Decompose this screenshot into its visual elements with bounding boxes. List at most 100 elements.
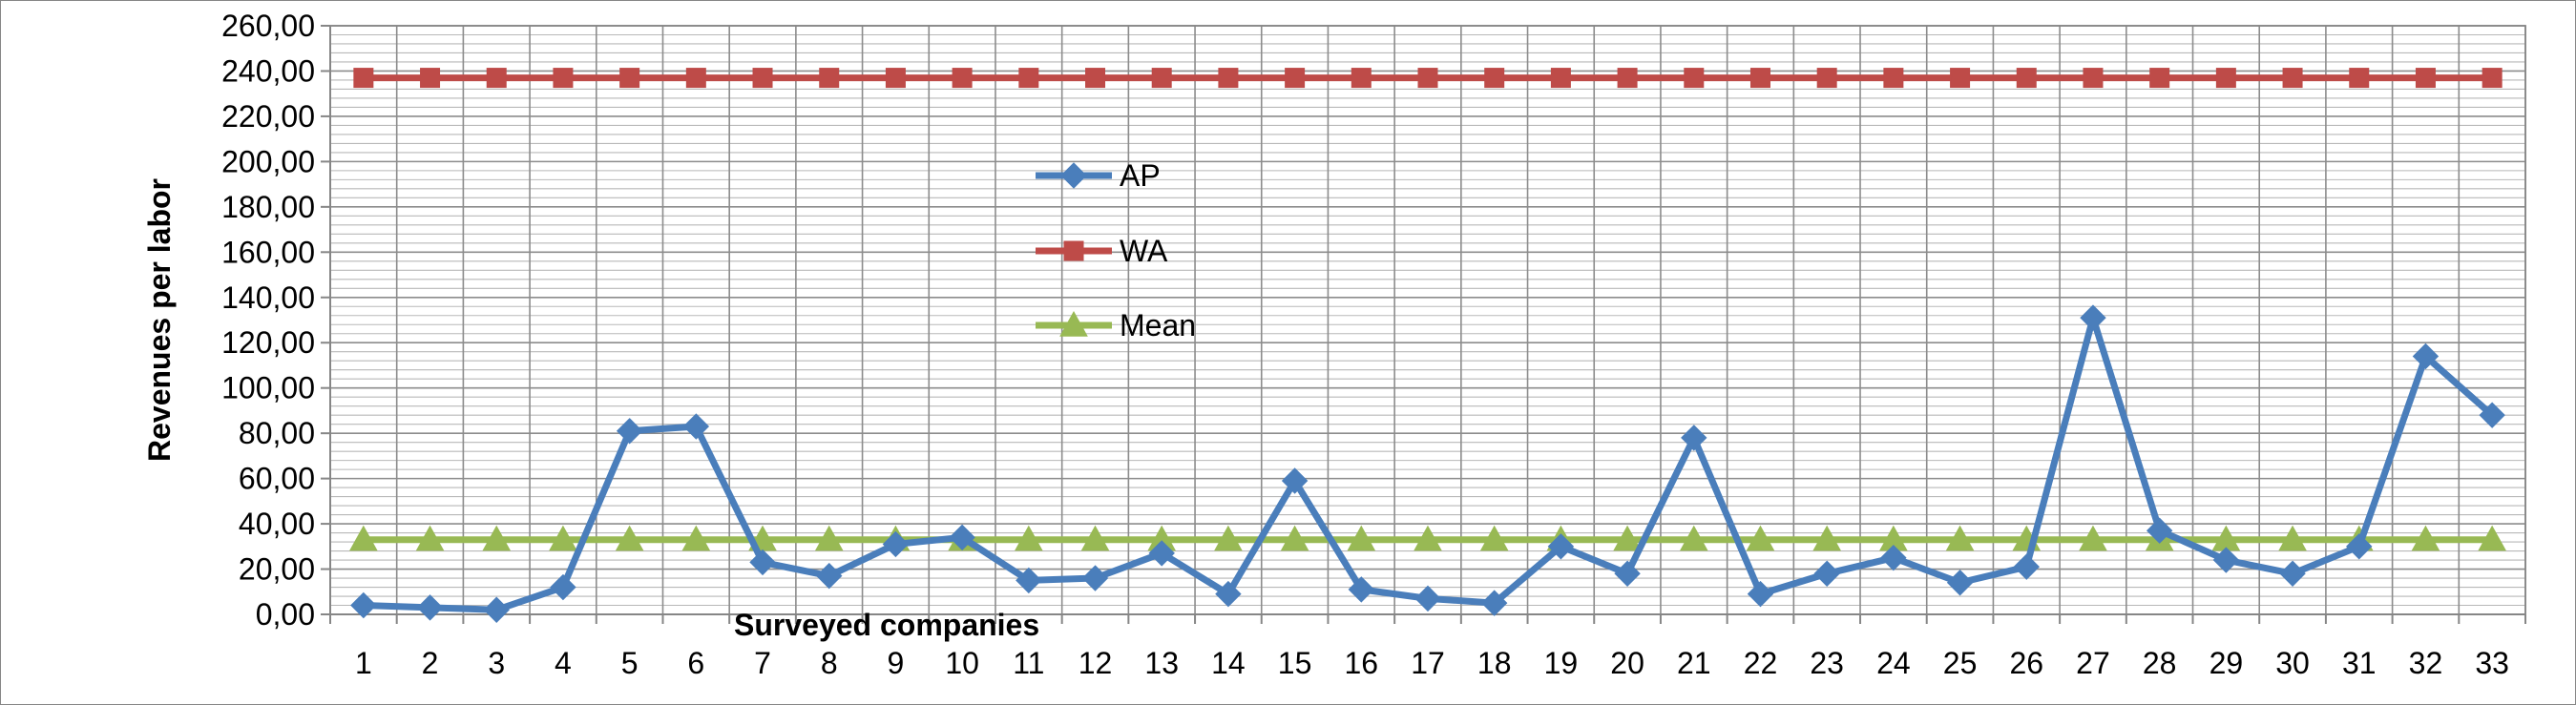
data-point-wa <box>420 68 441 89</box>
x-tick-label: 17 <box>1411 646 1445 680</box>
x-tick-label: 22 <box>1744 646 1778 680</box>
data-point-ap <box>1016 567 1042 594</box>
data-point-mean <box>2278 525 2307 551</box>
data-point-ap <box>350 591 377 619</box>
data-point-wa <box>952 68 973 89</box>
x-tick-label: 28 <box>2143 646 2177 680</box>
data-point-ap <box>2013 553 2040 580</box>
data-point-wa <box>752 68 773 89</box>
legend-item-ap: AP <box>1036 158 1161 193</box>
x-tick-label: 6 <box>687 646 704 680</box>
x-tick-label: 33 <box>2475 646 2509 680</box>
series-ap <box>350 304 2505 623</box>
data-point-wa <box>1417 68 1438 89</box>
data-point-ap <box>1614 560 1641 587</box>
data-point-mean <box>415 525 445 551</box>
plot-border <box>329 25 2526 615</box>
data-point-wa <box>1085 68 1106 89</box>
x-tick-label: 3 <box>488 646 505 680</box>
data-point-mean <box>1812 525 1842 551</box>
y-tick-label: 20,00 <box>239 552 315 587</box>
x-tick-label: 24 <box>1876 646 1911 680</box>
x-tick-label: 7 <box>754 646 771 680</box>
x-tick-label: 14 <box>1211 646 1246 680</box>
data-point-wa <box>2415 68 2436 89</box>
legend-label-mean: Mean <box>1120 308 1196 342</box>
data-point-ap <box>1480 590 1508 616</box>
data-point-ap <box>483 596 510 623</box>
data-point-wa <box>1550 68 1571 89</box>
data-point-wa <box>2016 68 2037 89</box>
data-point-ap <box>1281 467 1309 494</box>
x-tick-label: 15 <box>1278 646 1312 680</box>
data-point-wa <box>1950 68 1971 89</box>
data-point-wa <box>486 68 507 89</box>
data-point-mean <box>2478 525 2507 551</box>
x-tick-label: 31 <box>2342 646 2377 680</box>
x-tick-label: 4 <box>555 646 572 680</box>
legend: AP WA Mean <box>1036 158 1196 342</box>
x-tick-label: 2 <box>422 646 439 680</box>
data-point-mean <box>1479 525 1509 551</box>
data-point-wa <box>1151 68 1172 89</box>
data-point-wa <box>1684 68 1705 89</box>
x-tick-label: 18 <box>1477 646 1512 680</box>
y-tick-label: 260,00 <box>221 9 315 43</box>
data-point-ap <box>2146 517 2173 544</box>
data-point-mean <box>1945 525 1975 551</box>
x-tick-label: 1 <box>355 646 372 680</box>
x-tick-label: 30 <box>2275 646 2310 680</box>
series-mean <box>348 525 2507 551</box>
x-tick-label: 11 <box>1013 646 1044 680</box>
data-point-ap <box>882 530 910 558</box>
data-point-wa <box>1816 68 1837 89</box>
data-point-wa <box>2149 68 2170 89</box>
x-tick-label: 32 <box>2409 646 2443 680</box>
data-point-wa <box>2215 68 2236 89</box>
data-point-wa <box>2349 68 2370 89</box>
y-tick-label: 200,00 <box>221 144 315 178</box>
x-tick-label: 20 <box>1610 646 1644 680</box>
data-point-ap <box>1348 576 1375 603</box>
legend-marker-mean <box>1059 310 1088 337</box>
x-tick-label: 23 <box>1810 646 1844 680</box>
x-axis-ticks: 1 2 3 4 5 6 7 8 9 10 11 12 13 14 15 16 17 18 19 20 21 22 23 24 2… <box>329 614 2526 680</box>
legend-item-wa: WA <box>1036 234 1168 268</box>
y-tick-label: 160,00 <box>221 235 315 269</box>
data-point-wa <box>885 68 906 89</box>
data-point-mean <box>1280 525 1309 551</box>
y-tick-label: 180,00 <box>221 190 315 224</box>
data-point-ap <box>949 524 975 551</box>
data-point-wa <box>1883 68 1904 89</box>
data-point-ap <box>1148 540 1175 567</box>
x-tick-label: 9 <box>888 646 905 680</box>
data-point-ap <box>1880 544 1907 571</box>
legend-marker-ap <box>1060 162 1087 189</box>
data-point-wa <box>1351 68 1372 89</box>
data-point-ap <box>1813 560 1840 587</box>
y-tick-label: 120,00 <box>221 325 315 360</box>
data-point-mean <box>681 525 711 551</box>
y-axis-ticks: 0,00 20,00 40,00 60,00 80,00 100,00 120,00 140,… <box>221 9 330 632</box>
data-point-wa <box>2482 68 2503 89</box>
x-tick-label: 8 <box>821 646 838 680</box>
x-tick-label: 12 <box>1079 646 1113 680</box>
series-wa <box>353 68 2503 89</box>
data-point-wa <box>2282 68 2303 89</box>
x-tick-label: 5 <box>621 646 639 680</box>
data-point-ap <box>749 549 776 576</box>
legend-marker-wa <box>1063 240 1084 261</box>
data-point-wa <box>553 68 574 89</box>
data-point-mean <box>549 525 577 551</box>
data-point-wa <box>619 68 640 89</box>
data-point-ap <box>2279 560 2306 587</box>
data-point-ap <box>816 562 843 590</box>
legend-label-ap: AP <box>1120 158 1161 193</box>
data-point-mean <box>1347 525 1376 551</box>
data-point-ap <box>1681 425 1707 451</box>
x-tick-label: 10 <box>945 646 979 680</box>
data-point-ap <box>1414 585 1441 612</box>
data-point-ap <box>2346 533 2373 560</box>
data-point-wa <box>819 68 840 89</box>
data-point-mean <box>1080 525 1110 551</box>
